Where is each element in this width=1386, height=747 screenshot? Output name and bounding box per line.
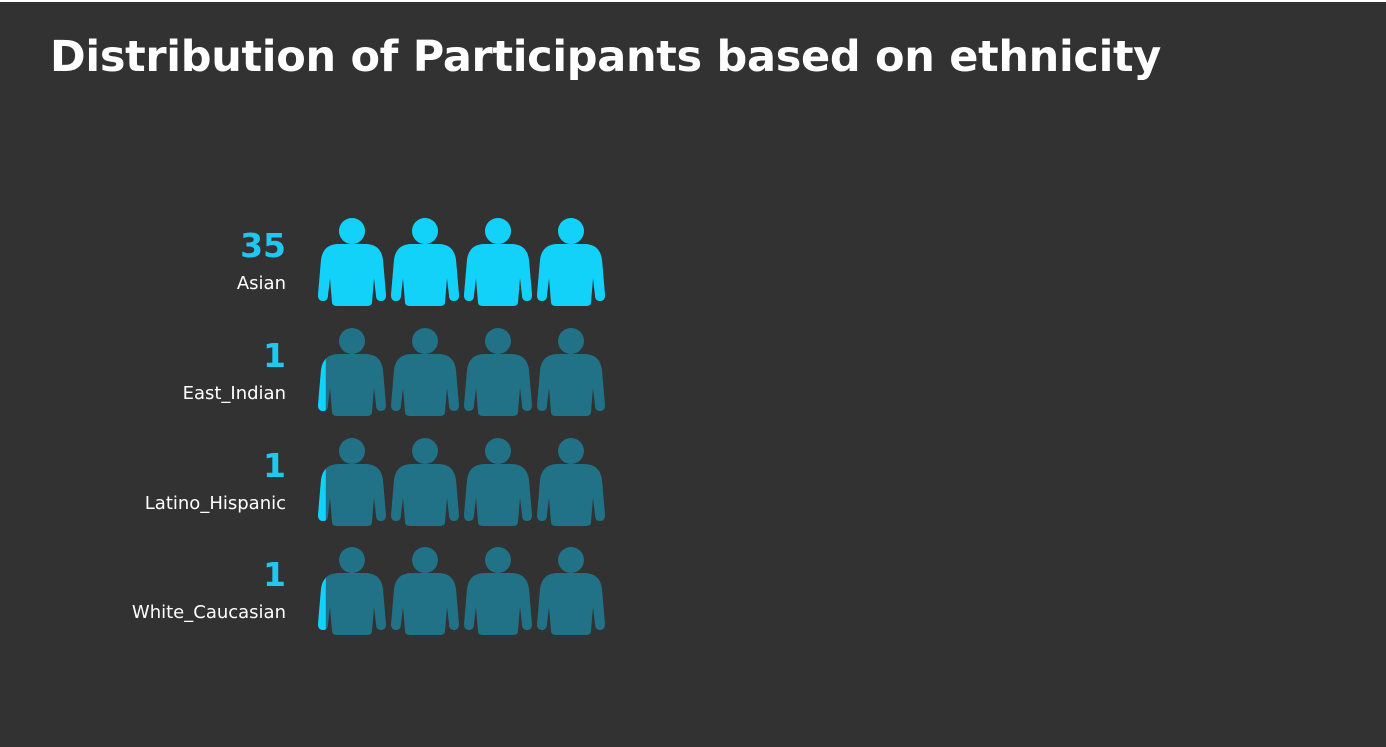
category-label: East_Indian (182, 383, 286, 404)
person-icon-fill (391, 218, 459, 306)
person-icon-base (464, 438, 532, 526)
icon-group (318, 218, 698, 310)
person-icon (391, 328, 459, 416)
person-icon-base (391, 438, 459, 526)
person-icon-base (391, 328, 459, 416)
category-row-latino-hispanic: 1 Latino_Hispanic (0, 438, 700, 538)
person-icon-base (537, 547, 605, 635)
person-icon (318, 547, 386, 635)
person-icon-fill (537, 218, 605, 306)
person-icon-fill (318, 358, 326, 411)
person-icon (537, 547, 605, 635)
person-icon (318, 328, 386, 416)
person-icon (391, 547, 459, 635)
person-icon (318, 218, 386, 306)
icon-group (318, 328, 698, 420)
person-icon (318, 438, 386, 526)
chart-title: Distribution of Participants based on et… (50, 32, 1162, 82)
person-icon-base (318, 438, 386, 526)
person-icon-fill (318, 218, 386, 306)
category-value: 1 (263, 555, 286, 594)
category-row-white-caucasian: 1 White_Caucasian (0, 547, 700, 647)
person-icon-base (464, 547, 532, 635)
person-icon-base (537, 328, 605, 416)
person-icon (537, 438, 605, 526)
category-value: 1 (263, 336, 286, 375)
category-label: Latino_Hispanic (144, 493, 286, 514)
category-row-east-indian: 1 East_Indian (0, 328, 700, 428)
person-icon (464, 328, 532, 416)
person-icon (391, 218, 459, 306)
person-icon-fill (318, 577, 326, 630)
icon-group (318, 438, 698, 530)
person-icon (537, 328, 605, 416)
person-icon-base (318, 328, 386, 416)
category-row-asian: 35 Asian (0, 218, 700, 318)
category-label: Asian (236, 273, 286, 294)
icon-group (318, 547, 698, 639)
person-icon-base (318, 547, 386, 635)
person-icon (464, 547, 532, 635)
person-icon-base (391, 547, 459, 635)
person-icon-fill (464, 218, 532, 306)
person-icon (464, 218, 532, 306)
category-value: 1 (263, 446, 286, 485)
person-icon-base (537, 438, 605, 526)
person-icon (537, 218, 605, 306)
person-icon-base (464, 328, 532, 416)
person-icon (391, 438, 459, 526)
category-label: White_Caucasian (131, 602, 286, 623)
category-value: 35 (240, 226, 286, 265)
person-icon (464, 438, 532, 526)
person-icon-fill (318, 468, 326, 521)
